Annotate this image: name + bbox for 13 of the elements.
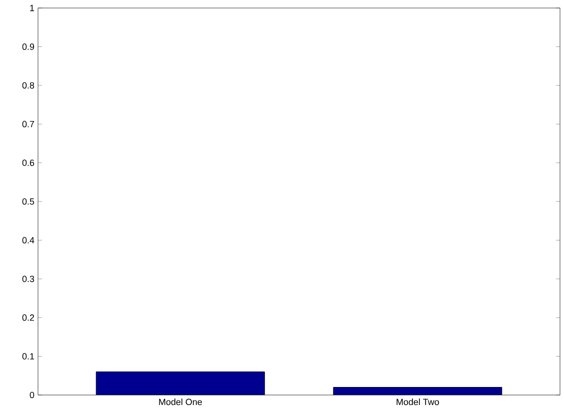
- x-tick-label: Model Two: [396, 398, 439, 406]
- y-tick-label: 0.8: [22, 82, 34, 89]
- y-tick-label: 0.7: [22, 120, 34, 128]
- y-tick-label: 0: [30, 392, 34, 398]
- y-tick-label: 1: [30, 4, 34, 12]
- y-tick-label: 0.3: [22, 276, 34, 282]
- y-tick-label: 0.1: [22, 353, 34, 360]
- x-tick-label: Model One: [159, 398, 202, 406]
- y-tick-label: 0.2: [22, 314, 34, 321]
- y-tick-label: 0.5: [22, 198, 34, 205]
- y-tick-label: 0.9: [22, 44, 34, 50]
- y-tick-label: 0.6: [22, 160, 34, 166]
- y-tick-label: 0.4: [22, 237, 34, 244]
